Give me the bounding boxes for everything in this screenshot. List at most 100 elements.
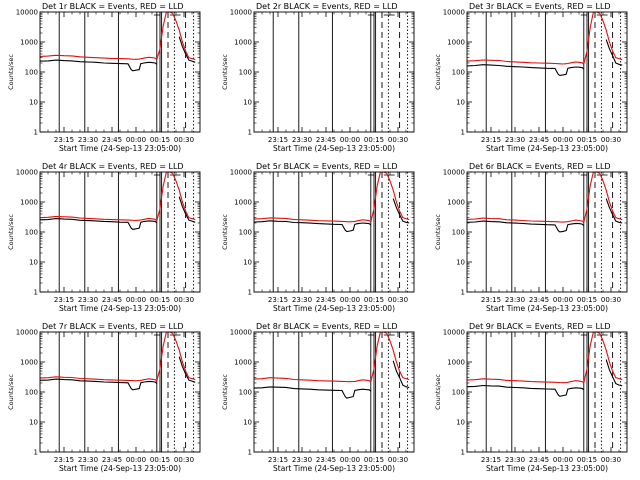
x-tick-label: 23:30 xyxy=(505,296,525,304)
chart-plot-area xyxy=(272,12,409,132)
chart-panel-det-8r: Det 8r BLACK = Events, RED = LLD 1 10 100 10… xyxy=(221,322,415,473)
x-tick-label: 00:30 xyxy=(388,296,408,304)
chart-plot-area xyxy=(40,12,196,132)
chart-frame xyxy=(39,171,201,293)
x-tick-label: 00:30 xyxy=(601,136,621,144)
y-tick-label: 1 xyxy=(461,449,465,457)
series-line-events-spike xyxy=(605,198,623,224)
chart-title: Det 4r BLACK = Events, RED = LLD xyxy=(42,162,184,171)
series-line-lld xyxy=(467,59,585,65)
series-line-events-spike xyxy=(605,359,623,387)
y-tick-label: 10000 xyxy=(230,9,252,17)
y-tick-label: 100 xyxy=(452,389,465,397)
series-line-events-spike xyxy=(392,198,410,224)
y-tick-label: 10 xyxy=(456,99,465,107)
x-axis-label: Start Time (24-Sep-13 23:05:00) xyxy=(273,144,395,153)
series-line-events xyxy=(254,386,372,399)
x-tick-label: 00:15 xyxy=(150,296,170,304)
series-line-lld xyxy=(40,376,158,382)
y-tick-label: 100 xyxy=(25,229,38,237)
y-tick-label: 100 xyxy=(25,69,38,77)
x-tick-label: 00:15 xyxy=(364,456,384,464)
y-axis-label: Counts/sec xyxy=(221,54,229,90)
series-line-lld xyxy=(40,215,158,222)
chart-frame xyxy=(466,171,628,293)
x-tick-label: 23:45 xyxy=(316,136,336,144)
chart-plot-area xyxy=(40,332,196,452)
x-tick-label: 23:45 xyxy=(529,136,549,144)
y-tick-label: 10 xyxy=(29,99,38,107)
x-tick-label: 23:30 xyxy=(78,456,98,464)
x-tick-label: 23:45 xyxy=(102,136,122,144)
y-tick-label: 10000 xyxy=(230,169,252,177)
y-axis-label: Counts/sec xyxy=(434,54,442,90)
chart-title: Det 3r BLACK = Events, RED = LLD xyxy=(469,2,611,11)
y-tick-label: 10000 xyxy=(16,9,38,17)
x-tick-label: 00:30 xyxy=(601,296,621,304)
series-line-lld-spike xyxy=(156,332,196,382)
x-tick-label: 00:00 xyxy=(340,136,360,144)
x-tick-label: 00:00 xyxy=(126,456,146,464)
y-tick-label: 1 xyxy=(34,289,38,297)
x-tick-label: 00:15 xyxy=(150,136,170,144)
x-tick-label: 00:00 xyxy=(126,136,146,144)
y-axis-label: Counts/sec xyxy=(7,54,15,90)
x-tick-label: 23:30 xyxy=(292,296,312,304)
x-axis-label: Start Time (24-Sep-13 23:05:00) xyxy=(273,304,395,313)
x-axis-label: Start Time (24-Sep-13 23:05:00) xyxy=(59,304,181,313)
y-axis-label: Counts/sec xyxy=(7,214,15,250)
y-tick-label: 100 xyxy=(25,389,38,397)
y-tick-label: 1 xyxy=(248,449,252,457)
x-tick-label: 23:15 xyxy=(54,296,74,304)
y-tick-label: 1000 xyxy=(20,359,38,367)
x-tick-label: 23:30 xyxy=(78,296,98,304)
y-tick-label: 10 xyxy=(456,419,465,427)
series-line-events-spike xyxy=(178,36,196,63)
x-tick-label: 00:30 xyxy=(388,456,408,464)
y-axis-label: Counts/sec xyxy=(7,374,15,410)
chart-title: Det 2r BLACK = Events, RED = LLD xyxy=(256,2,398,11)
x-tick-label: 23:15 xyxy=(54,456,74,464)
y-tick-label: 1000 xyxy=(20,199,38,207)
y-tick-label: 1000 xyxy=(234,199,252,207)
y-tick-label: 100 xyxy=(452,229,465,237)
x-tick-label: 00:15 xyxy=(577,456,597,464)
chart-title: Det 7r BLACK = Events, RED = LLD xyxy=(42,322,184,331)
chart-plot-area xyxy=(254,332,410,452)
chart-panel-det-3r: Det 3r BLACK = Events, RED = LLD 1 10 100 10… xyxy=(434,2,628,153)
series-line-lld-spike xyxy=(370,172,410,223)
chart-title: Det 1r BLACK = Events, RED = LLD xyxy=(42,2,184,11)
x-tick-label: 23:30 xyxy=(292,456,312,464)
chart-title: Det 9r BLACK = Events, RED = LLD xyxy=(469,322,611,331)
chart-panel-det-1r: Det 1r BLACK = Events, RED = LLD 1 10 100 10… xyxy=(7,2,201,153)
y-tick-label: 10 xyxy=(243,99,252,107)
chart-panel-det-6r: Det 6r BLACK = Events, RED = LLD 1 10 100 10… xyxy=(434,162,628,313)
x-tick-label: 00:30 xyxy=(388,136,408,144)
series-line-events-spike xyxy=(178,196,196,223)
y-tick-label: 10000 xyxy=(16,169,38,177)
chart-plot-area xyxy=(467,12,623,132)
chart-title: Det 5r BLACK = Events, RED = LLD xyxy=(256,162,398,171)
series-line-events-spike xyxy=(178,356,196,383)
chart-panel-det-9r: Det 9r BLACK = Events, RED = LLD 1 10 100 10… xyxy=(434,322,628,473)
x-tick-label: 23:15 xyxy=(481,456,501,464)
chart-title: Det 8r BLACK = Events, RED = LLD xyxy=(256,322,398,331)
y-tick-label: 100 xyxy=(452,69,465,77)
chart-frame xyxy=(39,331,201,453)
y-axis-label: Counts/sec xyxy=(221,214,229,250)
chart-panel-det-4r: Det 4r BLACK = Events, RED = LLD 1 10 100 10… xyxy=(7,162,201,313)
chart-frame xyxy=(253,11,415,133)
y-tick-label: 1000 xyxy=(234,359,252,367)
y-tick-label: 10 xyxy=(243,419,252,427)
series-line-events-spike xyxy=(392,360,410,389)
x-axis-label: Start Time (24-Sep-13 23:05:00) xyxy=(486,304,608,313)
x-tick-label: 00:15 xyxy=(150,456,170,464)
y-axis-label: Counts/sec xyxy=(434,374,442,410)
series-line-events xyxy=(467,220,585,233)
series-line-lld-spike xyxy=(583,332,623,384)
x-tick-label: 23:30 xyxy=(292,136,312,144)
chart-panel-det-5r: Det 5r BLACK = Events, RED = LLD 1 10 100 10… xyxy=(221,162,415,313)
x-tick-label: 23:45 xyxy=(102,296,122,304)
